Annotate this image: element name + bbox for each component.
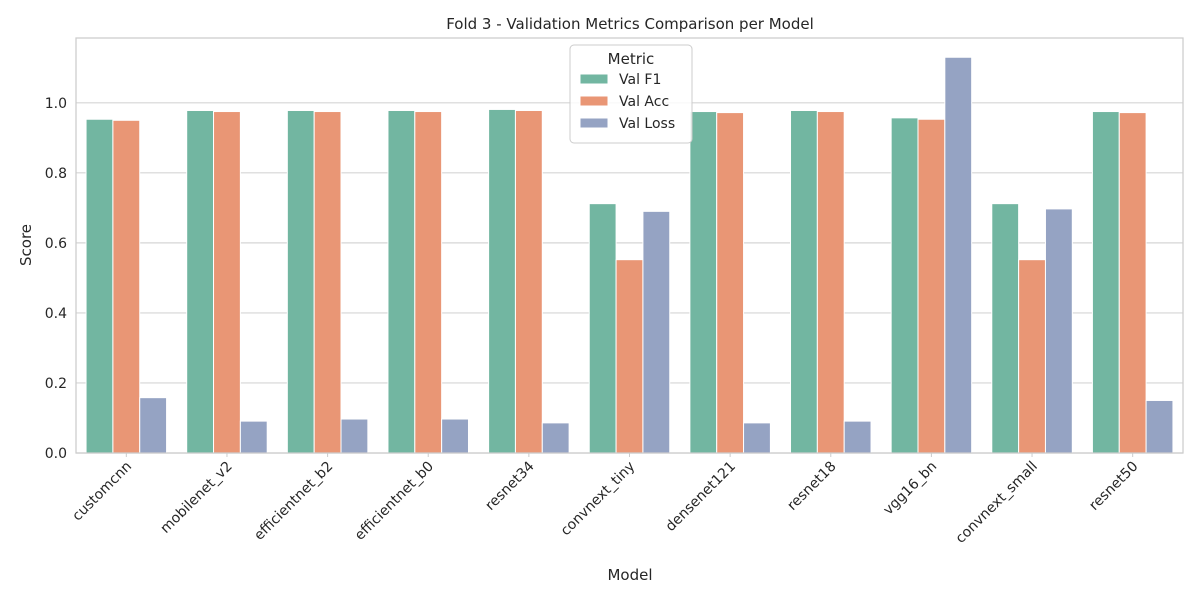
legend-label: Val F1 xyxy=(619,72,661,88)
bar-val-f1 xyxy=(1091,111,1120,454)
x-tick-label: resnet50 xyxy=(1086,459,1141,514)
x-tick-label: efficientnet_b0 xyxy=(352,459,437,544)
bar-val-loss xyxy=(239,420,268,454)
x-tick-label: resnet18 xyxy=(784,459,839,514)
bar-val-loss xyxy=(1044,208,1073,454)
y-tick-label: 1.0 xyxy=(45,96,67,112)
chart-title: Fold 3 - Validation Metrics Comparison p… xyxy=(446,15,814,33)
x-tick-label: convnext_small xyxy=(953,459,1041,547)
bar-val-acc xyxy=(917,118,946,454)
bar-val-acc xyxy=(414,111,443,454)
bar-val-loss xyxy=(1145,399,1174,454)
x-tick-label: efficientnet_b2 xyxy=(251,459,336,544)
bar-val-acc xyxy=(213,111,241,454)
bar-val-loss xyxy=(743,422,771,454)
bar-val-loss xyxy=(441,418,469,454)
bar-val-acc xyxy=(514,109,543,454)
bar-val-f1 xyxy=(387,109,416,454)
y-tick-label: 0.8 xyxy=(45,166,67,182)
bar-val-loss xyxy=(139,397,168,454)
x-tick-label: resnet34 xyxy=(482,458,537,513)
bar-val-acc xyxy=(313,111,342,454)
legend: Metric Val F1 Val Acc Val Loss xyxy=(569,44,693,144)
x-tick-labels: customcnn mobilenet_v2 efficientnet_b2 effi… xyxy=(69,453,1142,547)
y-tick-label: 0.4 xyxy=(45,306,67,322)
bar-val-f1 xyxy=(790,109,818,454)
bar-val-loss xyxy=(843,420,872,454)
bar-val-loss xyxy=(944,56,973,454)
x-tick-label: customcnn xyxy=(69,459,135,525)
bar-val-acc xyxy=(816,111,845,454)
y-axis-label: Score xyxy=(17,224,35,266)
y-tick-label: 0.0 xyxy=(45,446,67,462)
bar-val-acc xyxy=(716,112,745,454)
legend-swatch xyxy=(579,73,609,85)
bar-val-f1 xyxy=(186,109,215,454)
y-tick-label: 0.2 xyxy=(45,376,67,392)
bar-val-acc xyxy=(112,119,141,454)
y-tick-label: 0.6 xyxy=(45,236,67,252)
legend-swatch xyxy=(579,95,609,107)
x-axis-label: Model xyxy=(607,566,652,584)
bar-val-loss xyxy=(642,210,671,454)
bar-val-loss xyxy=(541,422,570,454)
x-tick-label: mobilenet_v2 xyxy=(158,459,236,537)
bar-val-acc xyxy=(1118,112,1147,454)
bar-val-f1 xyxy=(689,111,718,454)
x-tick-label: vgg16_bn xyxy=(880,459,940,519)
bar-val-acc xyxy=(615,259,644,454)
x-tick-label: densenet121 xyxy=(663,459,739,535)
legend-swatch xyxy=(579,117,609,129)
bar-val-f1 xyxy=(488,108,516,454)
legend-label: Val Acc xyxy=(619,94,669,110)
bar-val-f1 xyxy=(588,203,617,454)
x-tick-label: convnext_tiny xyxy=(558,459,639,540)
bar-val-f1 xyxy=(286,109,315,454)
bar-val-f1 xyxy=(890,117,919,454)
legend-label: Val Loss xyxy=(619,116,675,132)
y-tick-labels: 0.0 0.2 0.4 0.6 0.8 1.0 xyxy=(45,96,67,462)
legend-title: Metric xyxy=(608,50,655,68)
bar-val-acc xyxy=(1018,259,1046,454)
bar-val-f1 xyxy=(85,118,114,454)
bars xyxy=(85,56,1174,454)
bar-val-f1 xyxy=(991,203,1020,454)
bar-val-loss xyxy=(340,418,369,454)
